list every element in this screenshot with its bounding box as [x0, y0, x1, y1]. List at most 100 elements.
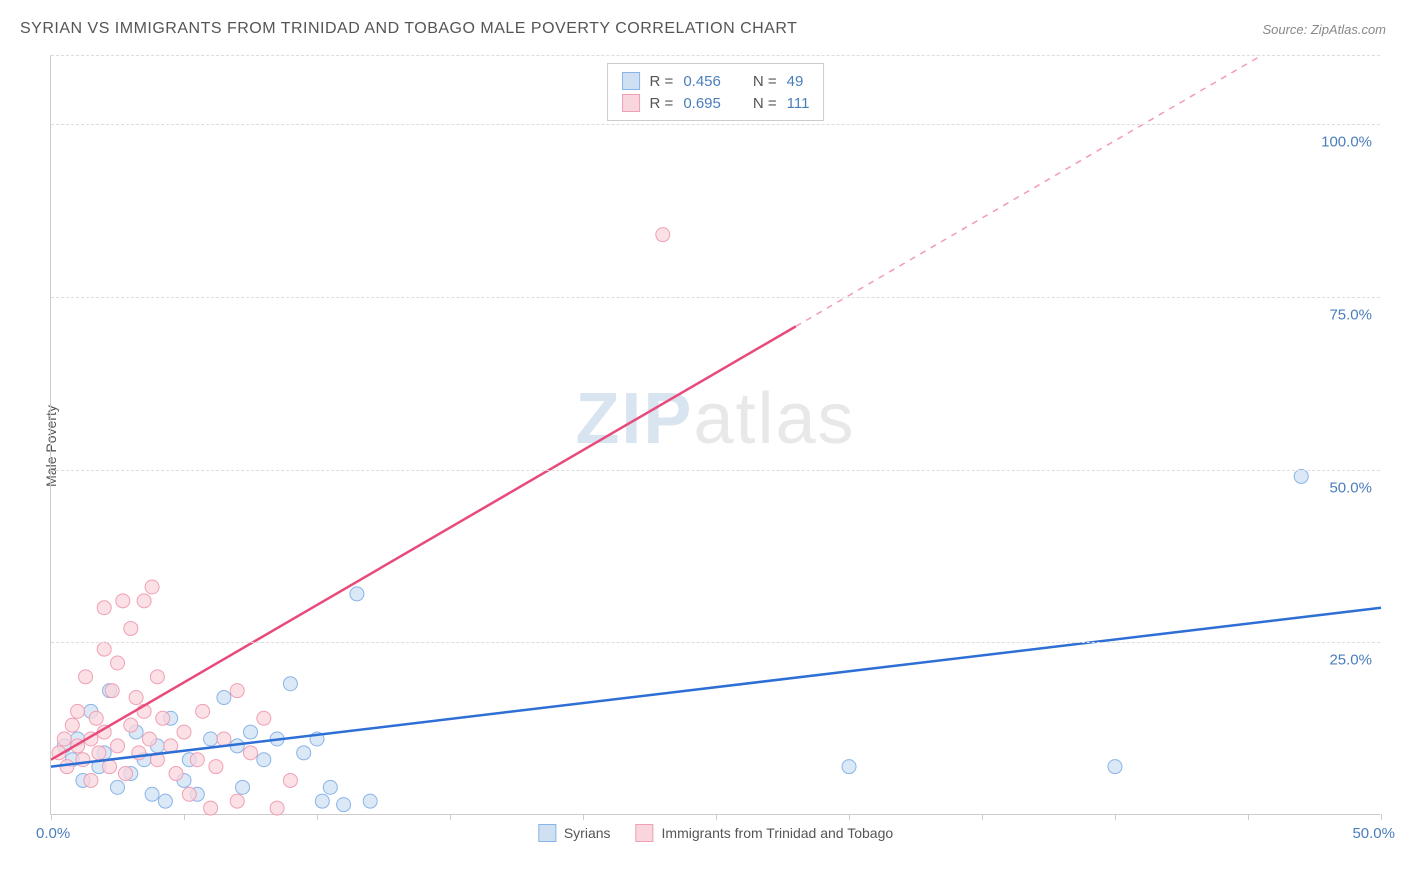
title-bar: SYRIAN VS IMMIGRANTS FROM TRINIDAD AND T… — [20, 20, 1386, 38]
trend-line — [51, 326, 796, 759]
data-point — [142, 732, 156, 746]
legend-swatch — [622, 94, 640, 112]
x-tick — [450, 814, 451, 820]
legend-item: Immigrants from Trinidad and Tobago — [636, 824, 894, 842]
n-value: 49 — [787, 73, 804, 90]
x-tick — [716, 814, 717, 820]
trend-line-dashed — [796, 55, 1262, 326]
n-label: N = — [753, 95, 777, 112]
data-point — [177, 725, 191, 739]
data-point — [65, 718, 79, 732]
gridline-h — [51, 297, 1380, 298]
data-point — [244, 725, 258, 739]
y-tick-label: 50.0% — [1329, 479, 1372, 496]
y-tick-label: 75.0% — [1329, 306, 1372, 323]
x-tick — [583, 814, 584, 820]
y-tick-label: 25.0% — [1329, 652, 1372, 669]
data-point — [244, 746, 258, 760]
data-point — [92, 746, 106, 760]
data-point — [270, 801, 284, 815]
r-label: R = — [650, 95, 674, 112]
data-point — [1294, 469, 1308, 483]
legend-item: Syrians — [538, 824, 611, 842]
data-point — [97, 642, 111, 656]
data-point — [209, 760, 223, 774]
x-axis-max-label: 50.0% — [1352, 825, 1395, 842]
data-point — [236, 780, 250, 794]
data-point — [97, 601, 111, 615]
x-tick — [317, 814, 318, 820]
data-point — [350, 587, 364, 601]
plot-area: ZIPatlas R =0.456N =49R =0.695N =111 0.0… — [50, 55, 1380, 815]
y-tick-label: 100.0% — [1321, 134, 1372, 151]
data-point — [105, 684, 119, 698]
n-value: 111 — [787, 95, 810, 112]
data-point — [116, 594, 130, 608]
legend-label: Syrians — [564, 825, 611, 841]
data-point — [145, 787, 159, 801]
x-tick — [1115, 814, 1116, 820]
data-point — [182, 787, 196, 801]
data-point — [89, 711, 103, 725]
data-point — [656, 228, 670, 242]
data-point — [217, 732, 231, 746]
data-point — [124, 621, 138, 635]
data-point — [111, 739, 125, 753]
data-point — [158, 794, 172, 808]
data-point — [111, 780, 125, 794]
x-tick — [184, 814, 185, 820]
x-tick — [982, 814, 983, 820]
r-label: R = — [650, 73, 674, 90]
gridline-h — [51, 124, 1380, 125]
data-point — [169, 767, 183, 781]
source-label: Source: ZipAtlas.com — [1262, 22, 1386, 37]
data-point — [283, 773, 297, 787]
legend-swatch — [622, 72, 640, 90]
chart-svg — [51, 55, 1381, 815]
stats-row: R = 0.456 N = 49 — [622, 70, 810, 92]
legend-swatch — [538, 824, 556, 842]
data-point — [103, 760, 117, 774]
data-point — [129, 691, 143, 705]
data-point — [1108, 760, 1122, 774]
data-point — [842, 760, 856, 774]
x-tick — [51, 814, 52, 820]
data-point — [204, 732, 218, 746]
x-tick — [1381, 814, 1382, 820]
data-point — [363, 794, 377, 808]
trend-line — [51, 608, 1381, 767]
x-axis-min-label: 0.0% — [36, 825, 70, 842]
data-point — [84, 773, 98, 787]
n-label: N = — [753, 73, 777, 90]
data-point — [337, 798, 351, 812]
x-tick — [1248, 814, 1249, 820]
data-point — [111, 656, 125, 670]
data-point — [124, 718, 138, 732]
r-value: 0.695 — [683, 95, 721, 112]
stats-legend-box: R = 0.456 N = 49 R = 0.695 N = 111 — [607, 63, 825, 121]
gridline-h — [51, 470, 1380, 471]
data-point — [137, 594, 151, 608]
legend-label: Immigrants from Trinidad and Tobago — [662, 825, 894, 841]
data-point — [297, 746, 311, 760]
data-point — [118, 767, 132, 781]
gridline-h — [51, 642, 1380, 643]
data-point — [230, 794, 244, 808]
data-point — [57, 732, 71, 746]
data-point — [196, 704, 210, 718]
data-point — [230, 684, 244, 698]
r-value: 0.456 — [683, 73, 721, 90]
stats-row: R = 0.695 N = 111 — [622, 92, 810, 114]
chart-title: SYRIAN VS IMMIGRANTS FROM TRINIDAD AND T… — [20, 20, 797, 38]
data-point — [257, 753, 271, 767]
data-point — [315, 794, 329, 808]
data-point — [145, 580, 159, 594]
data-point — [257, 711, 271, 725]
x-tick — [849, 814, 850, 820]
bottom-legend: Syrians Immigrants from Trinidad and Toba… — [538, 824, 893, 842]
data-point — [71, 704, 85, 718]
gridline-h — [51, 55, 1380, 56]
data-point — [217, 691, 231, 705]
data-point — [60, 760, 74, 774]
data-point — [190, 753, 204, 767]
